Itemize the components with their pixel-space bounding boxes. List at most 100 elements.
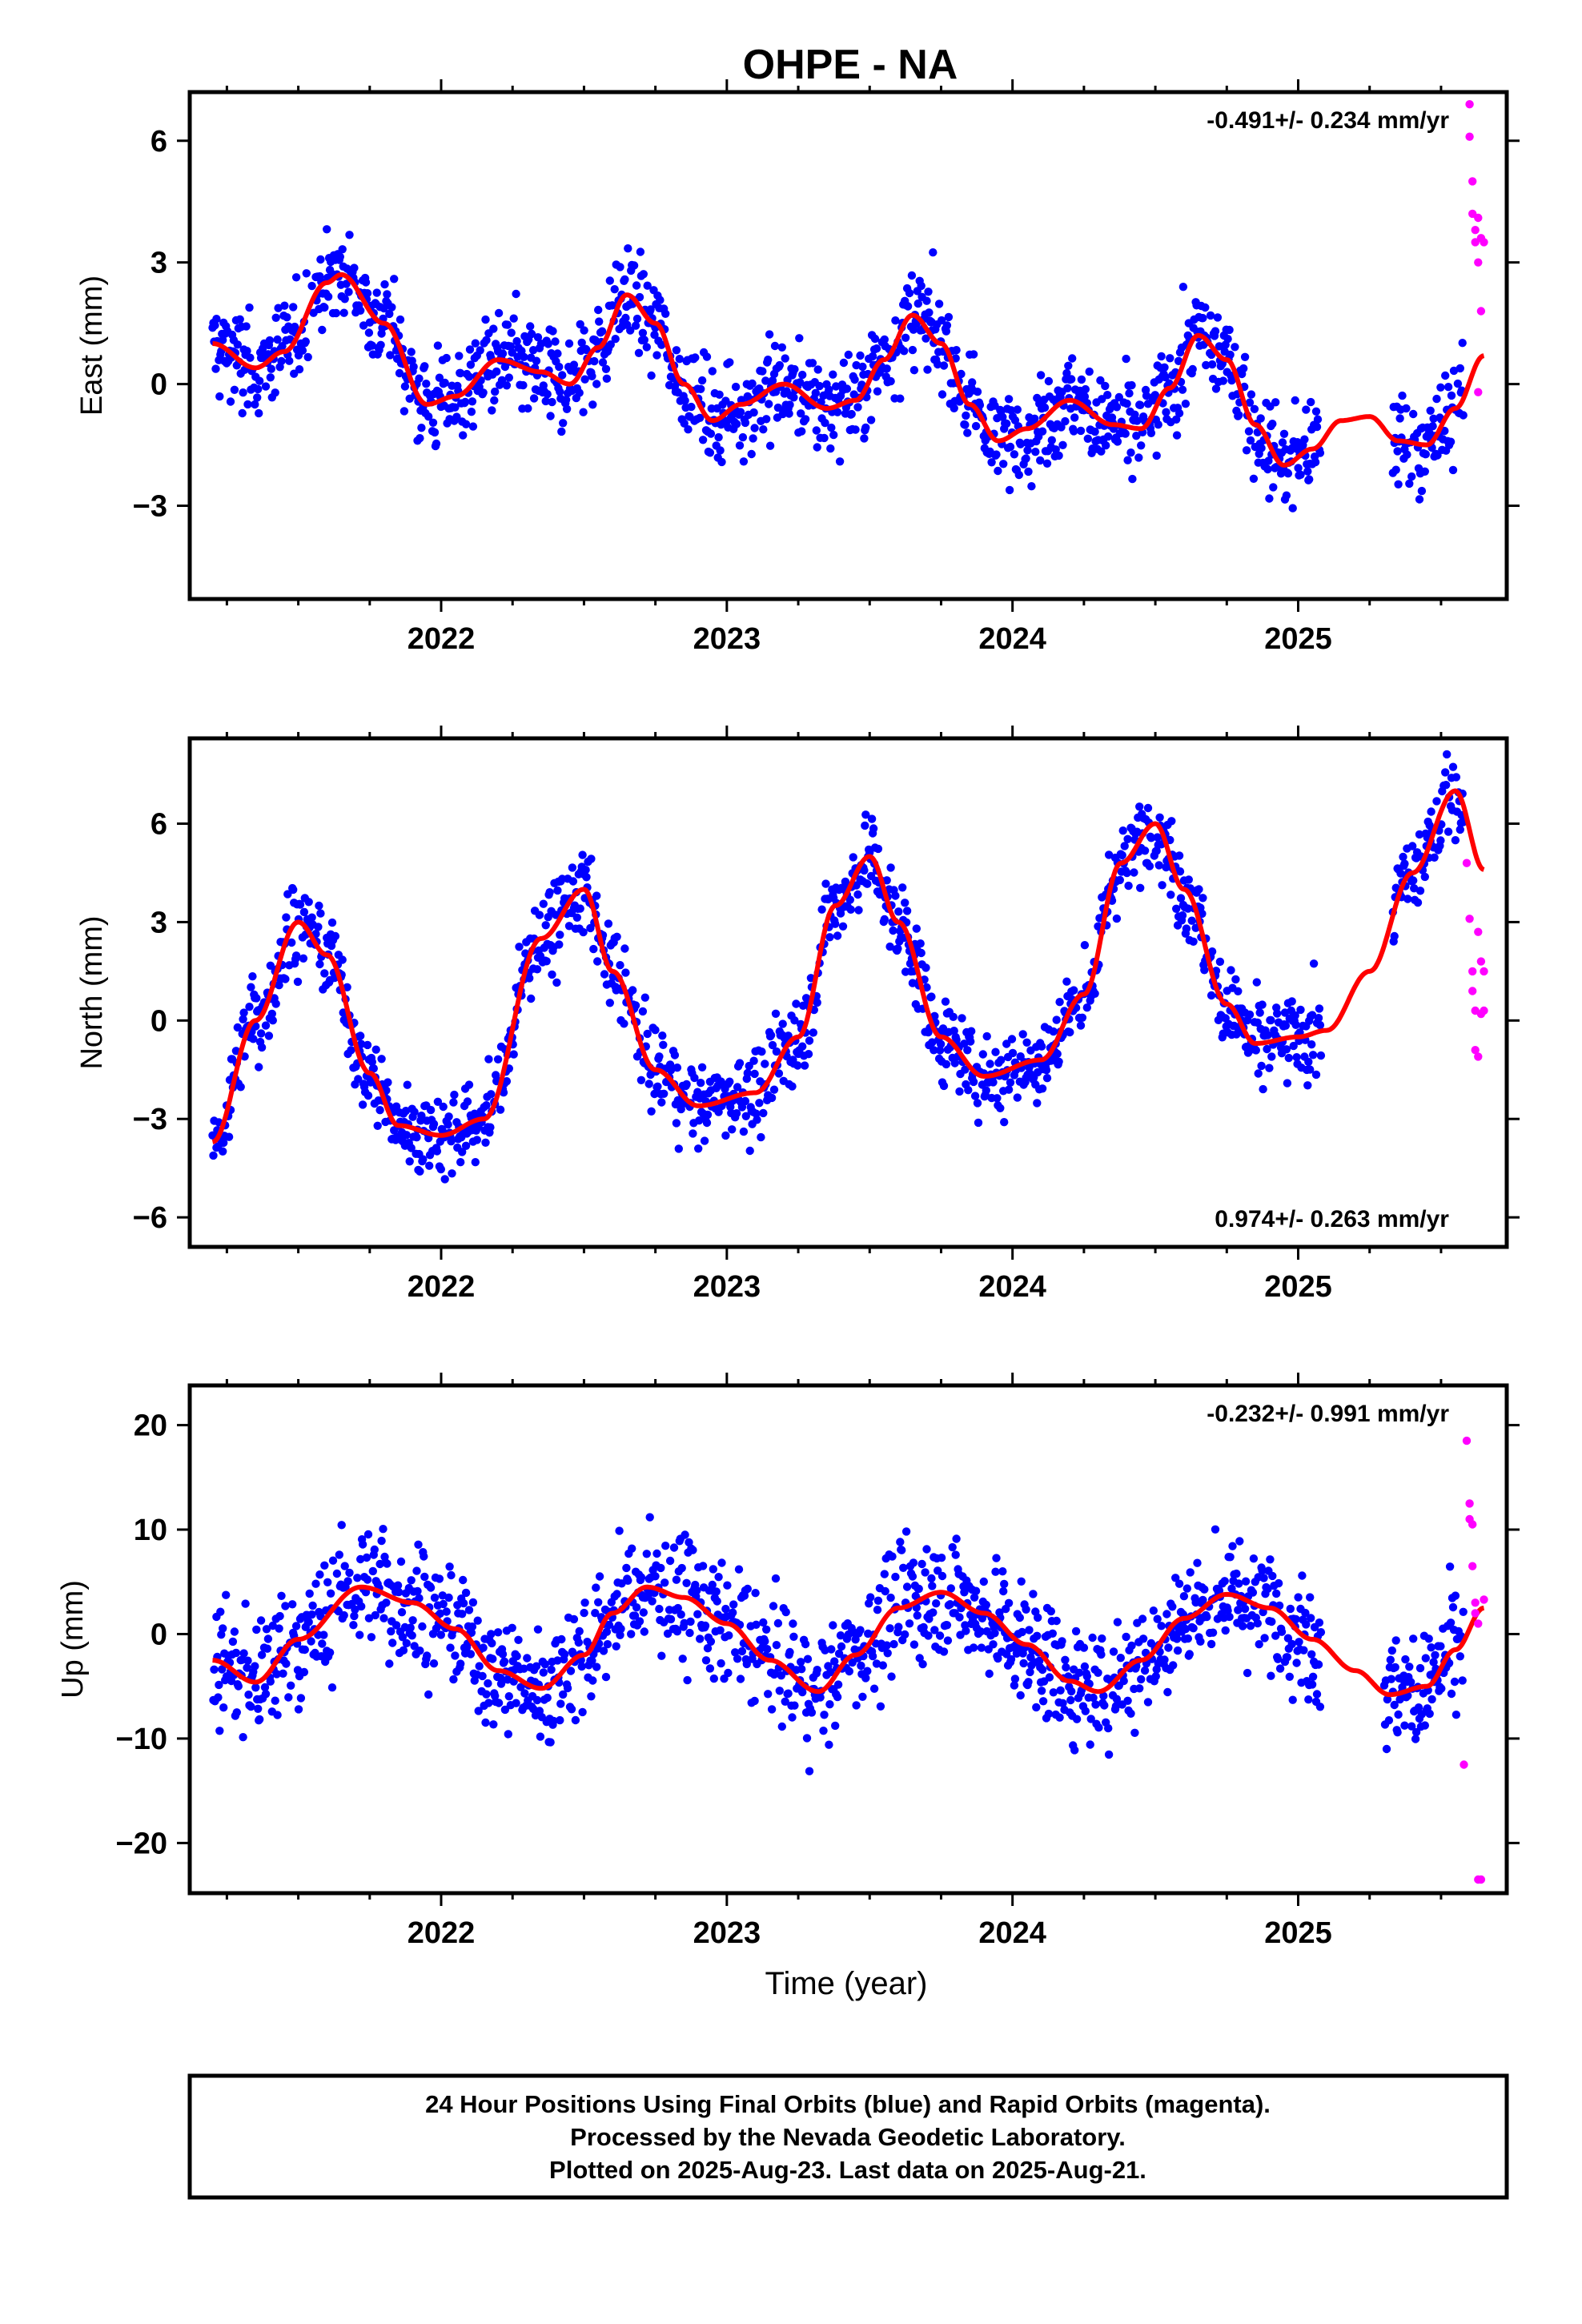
final-orbit-point [701, 1656, 711, 1665]
final-orbit-point [1179, 1592, 1189, 1601]
final-orbit-point [821, 418, 829, 428]
y-axis-label: Up (mm) [56, 1580, 90, 1699]
final-orbit-point [1102, 441, 1110, 450]
final-orbit-point [1303, 1081, 1312, 1090]
final-orbit-point [506, 342, 515, 351]
final-orbit-point [697, 1063, 707, 1072]
final-orbit-point [741, 1112, 750, 1121]
final-orbit-point [891, 891, 900, 900]
final-orbit-point [626, 326, 635, 335]
final-orbit-point [356, 1554, 365, 1564]
final-orbit-point [1395, 1695, 1404, 1704]
final-orbit-point [1309, 959, 1319, 968]
final-orbit-point [1257, 1061, 1266, 1071]
final-orbit-point [458, 1610, 467, 1618]
final-orbit-point [735, 441, 745, 450]
final-orbit-point [451, 403, 460, 412]
final-orbit-point [383, 1078, 392, 1087]
final-orbit-point [725, 1631, 733, 1640]
final-orbit-point [555, 362, 564, 372]
final-orbit-point [1037, 1687, 1046, 1695]
final-orbit-point [481, 1718, 490, 1727]
final-orbit-point [363, 289, 372, 298]
final-orbit-point [1174, 356, 1183, 365]
final-orbit-point [1411, 1735, 1420, 1743]
final-orbit-point [557, 427, 566, 436]
final-orbit-point [503, 1675, 512, 1684]
final-orbit-point [946, 1600, 955, 1609]
final-orbit-point [1409, 876, 1418, 885]
final-orbit-point [616, 263, 624, 271]
final-orbit-point [363, 1575, 372, 1584]
final-orbit-point [353, 1574, 362, 1582]
final-orbit-point [646, 305, 655, 314]
final-orbit-point [243, 400, 252, 409]
final-orbit-point [1153, 1614, 1162, 1623]
final-orbit-point [274, 304, 283, 312]
final-orbit-point [1031, 448, 1040, 456]
final-orbit-point [1306, 1593, 1315, 1602]
final-orbit-point [1299, 1646, 1308, 1655]
final-orbit-point [1393, 447, 1402, 456]
final-orbit-point [1207, 991, 1216, 1000]
final-orbit-point [986, 1059, 994, 1068]
final-orbit-point [228, 1637, 238, 1647]
y-tick-label: −3 [133, 490, 167, 524]
final-orbit-point [347, 1046, 355, 1055]
final-orbit-point [872, 344, 881, 353]
final-orbit-point [442, 1607, 451, 1616]
final-orbit-point [809, 1028, 817, 1037]
final-orbit-point [558, 371, 567, 380]
final-orbit-point [546, 412, 555, 420]
final-orbit-point [702, 352, 712, 361]
final-orbit-point [579, 927, 588, 937]
final-orbit-point [741, 1096, 750, 1106]
final-orbit-point [829, 370, 837, 379]
final-orbit-point [592, 1583, 600, 1592]
final-orbit-point [852, 1701, 861, 1710]
final-orbit-point [211, 364, 220, 373]
final-orbit-point [1267, 1052, 1276, 1061]
final-orbit-point [507, 328, 516, 337]
final-orbit-point [900, 347, 909, 356]
final-orbit-point [1035, 1656, 1044, 1666]
final-orbit-point [249, 1035, 258, 1043]
final-orbit-point [1429, 1658, 1438, 1667]
final-orbit-point [467, 1628, 476, 1638]
final-orbit-point [748, 379, 757, 388]
final-orbit-point [496, 1679, 506, 1688]
final-orbit-point [1063, 384, 1072, 392]
final-orbit-point [1215, 1586, 1224, 1595]
final-orbit-point [1074, 1668, 1084, 1677]
rapid-orbit-point [1480, 967, 1488, 976]
final-orbit-point [1259, 1574, 1268, 1582]
final-orbit-point [320, 303, 329, 312]
final-orbit-point [493, 1628, 503, 1637]
final-orbit-point [415, 1594, 424, 1602]
final-orbit-point [1312, 422, 1322, 432]
final-orbit-point [1315, 1618, 1324, 1627]
final-orbit-point [601, 1672, 611, 1682]
final-orbit-point [444, 1120, 452, 1129]
final-orbit-point [1311, 457, 1320, 467]
final-orbit-point [1010, 1681, 1019, 1690]
final-orbit-point [1038, 427, 1047, 436]
final-orbit-point [1429, 414, 1438, 423]
final-orbit-point [812, 426, 821, 435]
final-orbit-point [471, 339, 480, 348]
final-orbit-point [833, 931, 842, 940]
final-orbit-point [1078, 1013, 1087, 1023]
final-orbit-point [243, 347, 251, 356]
final-orbit-point [784, 1689, 793, 1698]
final-orbit-point [532, 1662, 541, 1671]
final-orbit-point [1235, 1537, 1244, 1546]
final-orbit-point [519, 380, 528, 390]
final-orbit-point [957, 369, 966, 379]
final-orbit-point [438, 1591, 447, 1600]
final-orbit-point [853, 890, 862, 899]
final-orbit-point [490, 396, 499, 405]
final-orbit-point [801, 1639, 810, 1649]
final-orbit-point [1391, 1636, 1400, 1645]
final-orbit-point [595, 1572, 604, 1581]
final-orbit-point [1118, 850, 1126, 860]
